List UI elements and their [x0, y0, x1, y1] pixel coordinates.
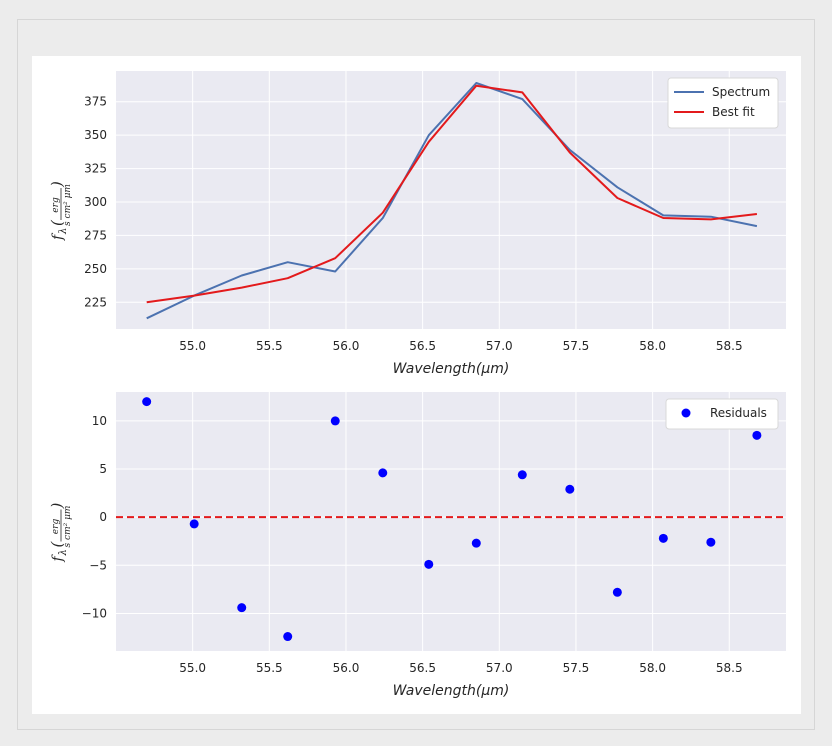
y-tick-label: 275 — [84, 228, 107, 242]
y-tick-label: 10 — [92, 414, 107, 428]
y-label-f: f — [50, 232, 66, 241]
x-tick-label: 57.5 — [563, 661, 590, 675]
x-axis-label: Wavelength(μm) — [393, 683, 510, 699]
y-label-sub: λ — [58, 549, 69, 556]
y-tick-label: 375 — [84, 95, 107, 109]
plot-area — [116, 392, 786, 651]
panel-1: 55.0 55.5 56.0 56.5 57.0 57.5 58.0 58.5 225 250 27… — [48, 71, 786, 377]
residual-point — [330, 416, 340, 426]
residual-point — [471, 538, 481, 548]
residual-point — [612, 587, 622, 597]
x-tick-label: 58.5 — [716, 661, 743, 675]
x-tick-label: 56.5 — [409, 339, 436, 353]
series-line-spectrum — [146, 82, 758, 320]
x-tick-label: 56.0 — [333, 661, 360, 675]
y-axis-label: fλ ( erg s cm² μm) — [48, 181, 73, 241]
y-label-numerator: erg — [51, 519, 61, 535]
x-tick-label: 55.0 — [179, 339, 206, 353]
x-tick-label: 55.5 — [256, 661, 283, 675]
y-tick-label: −10 — [82, 606, 107, 620]
legend: Residuals — [665, 398, 779, 430]
residual-point — [565, 484, 575, 494]
y-tick-label: 350 — [84, 128, 107, 142]
y-label-paren-open: ( — [48, 541, 66, 548]
residual-point — [424, 559, 434, 569]
legend-label: Residuals — [710, 406, 767, 420]
residual-point — [706, 537, 716, 547]
legend: Spectrum Best fit — [667, 77, 779, 129]
residual-point — [658, 533, 668, 543]
x-tick-label: 55.5 — [256, 339, 283, 353]
residual-point — [378, 468, 388, 478]
x-tick-label: 58.5 — [716, 339, 743, 353]
residual-point — [237, 603, 247, 613]
legend-box — [665, 398, 779, 430]
legend-swatch — [681, 408, 691, 418]
x-tick-label: 57.0 — [486, 661, 513, 675]
panel-2: 55.0 55.5 56.0 56.5 57.0 57.5 58.0 58.5 −10 −5 0 5 1… — [48, 392, 786, 699]
y-axis-label: fλ( erg s cm² μm) — [48, 503, 73, 563]
residual-point — [189, 519, 199, 529]
y-label-paren-close: ) — [48, 503, 66, 510]
residual-point — [283, 632, 293, 642]
y-label-sub: λ — [58, 228, 69, 235]
residual-point — [142, 397, 152, 407]
series-line-best-fit — [146, 84, 758, 304]
y-label-f: f — [50, 554, 66, 563]
y-label-denominator: s cm² μm — [63, 506, 73, 548]
x-tick-label: 57.0 — [486, 339, 513, 353]
y-label-paren-close: ) — [48, 181, 66, 188]
x-tick-label: 58.0 — [639, 339, 666, 353]
x-tick-label: 55.0 — [179, 661, 206, 675]
y-tick-label: 5 — [99, 462, 107, 476]
x-tick-label: 58.0 — [639, 661, 666, 675]
legend-box — [667, 77, 779, 129]
x-tick-label: 56.0 — [333, 339, 360, 353]
y-tick-label: 325 — [84, 162, 107, 176]
legend-label: Spectrum — [712, 85, 770, 99]
y-tick-label: 225 — [84, 295, 107, 309]
legend-label: Best fit — [712, 105, 755, 119]
y-tick-label: 250 — [84, 262, 107, 276]
y-label-denominator: s cm² μm — [63, 184, 73, 226]
y-label-numerator: erg — [51, 197, 61, 213]
x-axis-label: Wavelength(μm) — [393, 361, 510, 377]
y-label-paren-open: ( — [48, 219, 66, 226]
y-tick-label: 300 — [84, 195, 107, 209]
x-tick-label: 56.5 — [409, 661, 436, 675]
residual-point — [752, 430, 762, 440]
residual-point — [517, 470, 527, 480]
y-tick-label: −5 — [89, 558, 107, 572]
y-tick-label: 0 — [99, 510, 107, 524]
x-tick-label: 57.5 — [563, 339, 590, 353]
